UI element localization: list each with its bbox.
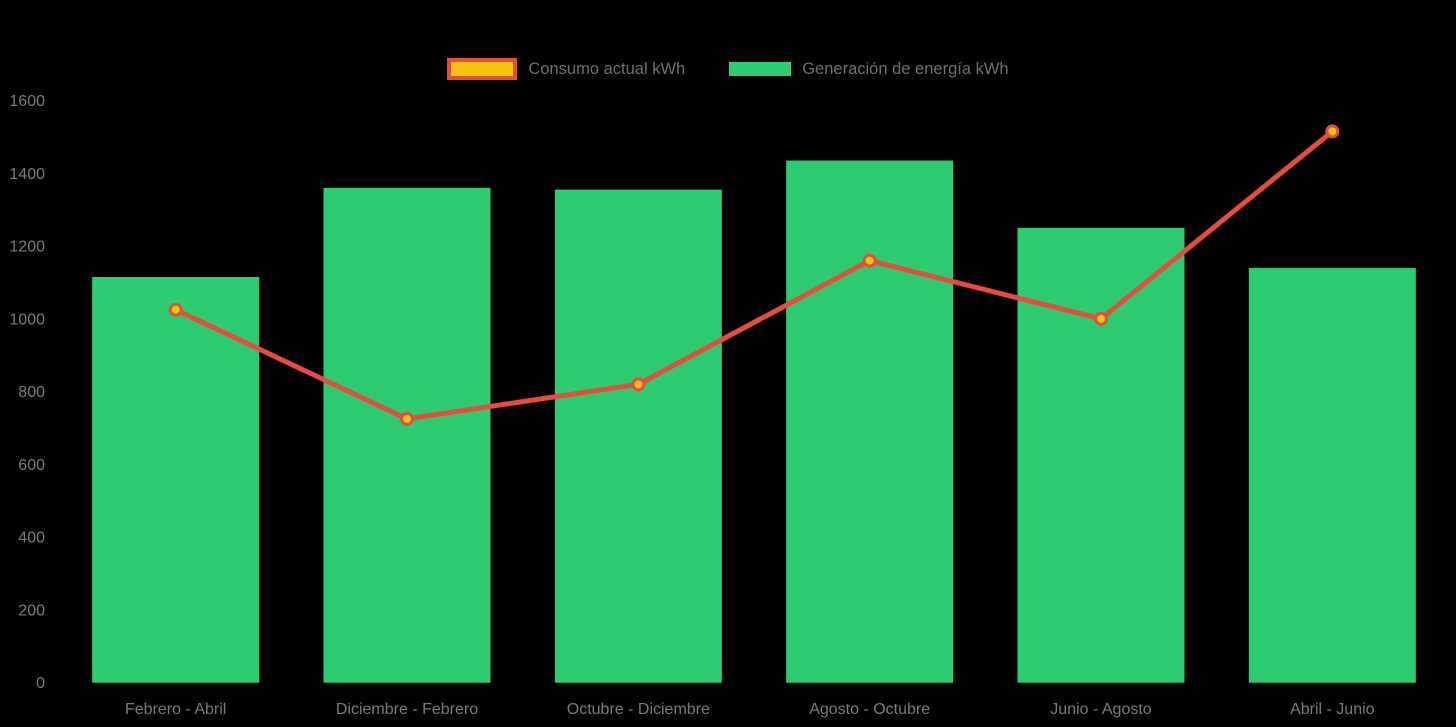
bar-generacion[interactable] (92, 276, 260, 683)
legend-item-generacion[interactable]: Generación de energía kWh (729, 59, 1009, 78)
bar-generacion[interactable] (1248, 267, 1416, 683)
legend-swatch-generacion (729, 62, 792, 76)
y-axis-tick-label: 1400 (9, 166, 45, 183)
legend-item-consumo[interactable]: Consumo actual kWh (447, 58, 685, 80)
line-point-consumo[interactable] (1325, 124, 1340, 139)
y-axis-tick-label: 200 (18, 602, 45, 619)
legend-label-generacion: Generación de energía kWh (802, 59, 1009, 78)
y-axis-tick-label: 400 (18, 530, 45, 547)
bar-generacion[interactable] (323, 187, 491, 683)
legend-label-consumo: Consumo actual kWh (528, 59, 686, 78)
line-point-consumo[interactable] (168, 302, 183, 317)
y-axis-tick-label: 1600 (9, 93, 45, 110)
y-axis-tick-label: 1200 (9, 239, 45, 256)
bar-generacion[interactable] (1017, 227, 1185, 683)
x-axis-label: Diciembre - Febrero (336, 701, 478, 718)
line-point-consumo[interactable] (400, 411, 414, 426)
y-axis-tick-label: 0 (36, 675, 45, 692)
x-axis-label: Junio - Agosto (1050, 701, 1152, 718)
legend-swatch-consumo (447, 58, 518, 80)
chart-legend: Consumo actual kWh Generación de energía… (0, 58, 1456, 80)
x-axis-label: Agosto - Octubre (809, 701, 930, 718)
bar-generacion[interactable] (554, 189, 722, 683)
y-axis-tick-label: 600 (18, 457, 45, 474)
line-point-consumo[interactable] (1094, 311, 1108, 326)
line-point-consumo[interactable] (862, 253, 877, 268)
x-axis-label: Febrero - Abril (125, 701, 226, 718)
x-axis-label: Abril - Junio (1290, 701, 1375, 718)
x-axis-label: Octubre - Diciembre (567, 701, 710, 718)
y-axis-tick-label: 800 (18, 384, 45, 401)
line-consumo (173, 128, 1335, 422)
bar-generacion[interactable] (786, 160, 954, 683)
line-point-consumo[interactable] (631, 377, 646, 392)
y-axis-tick-label: 1000 (9, 311, 45, 328)
